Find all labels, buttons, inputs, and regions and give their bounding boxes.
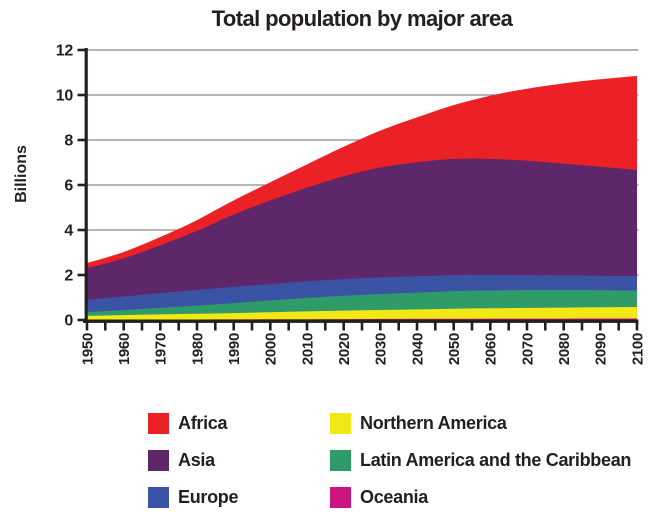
y-tick-6: [77, 183, 86, 187]
y-tick-label: 8: [64, 133, 73, 150]
y-tick-label: 6: [64, 178, 73, 195]
legend-swatch-africa: [148, 413, 169, 434]
x-tick-1995: [250, 322, 254, 331]
y-axis-line: [84, 48, 88, 323]
legend-label: Oceania: [360, 487, 428, 507]
x-tick-label: 1990: [226, 333, 243, 365]
y-tick-8: [77, 138, 86, 142]
y-tick-label: 4: [64, 223, 73, 240]
legend-item-africa: Africa: [148, 413, 238, 434]
x-tick-label: 2060: [483, 333, 500, 365]
x-tick-1960: [122, 322, 125, 331]
x-tick-2085: [580, 322, 584, 331]
legend-label: Europe: [178, 487, 239, 507]
x-tick-label: 1960: [116, 333, 133, 365]
x-tick-2020: [342, 322, 345, 331]
x-tick-2065: [507, 322, 510, 331]
x-tick-2075: [544, 322, 547, 331]
x-tick-label: 2040: [409, 333, 426, 365]
legend-item-northern-america: Northern America: [330, 413, 631, 434]
legend-item-asia: Asia: [148, 450, 238, 471]
x-axis-line: [83, 319, 639, 323]
x-tick-2005: [287, 322, 290, 331]
y-tick-label: 12: [56, 43, 74, 60]
x-tick-label: 2080: [556, 333, 573, 365]
x-tick-2015: [324, 322, 327, 331]
y-tick-2: [77, 273, 86, 277]
x-tick-1975: [177, 322, 180, 331]
legend-column-left: Africa Asia Europe: [148, 413, 239, 524]
legend-item-europe: Europe: [148, 487, 239, 508]
x-tick-2055: [470, 322, 474, 331]
chart-title: Total population by major area: [211, 6, 513, 31]
plot-area: 0 2 4 6 8 10 12 1950 1960 1970 1980 1990 2000 2010 202…: [56, 43, 646, 366]
y-axis-title: Billions: [13, 145, 30, 203]
y-tick-label: 0: [64, 313, 73, 330]
x-tick-2030: [379, 322, 382, 331]
y-tick-label: 10: [56, 88, 74, 105]
x-tick-2060: [489, 322, 492, 331]
x-tick-2000: [269, 322, 272, 331]
y-tick-4: [77, 228, 86, 232]
x-tick-2100: [635, 322, 639, 331]
legend-swatch-europe: [148, 487, 169, 508]
legend-item-oceania: Oceania: [330, 487, 631, 508]
x-tick-1965: [140, 322, 144, 331]
x-tick-2080: [562, 322, 565, 331]
y-tick-12: [77, 48, 86, 52]
x-tick-label: 2100: [629, 333, 646, 365]
y-tick-label: 2: [64, 268, 73, 285]
x-tick-label: 2010: [299, 333, 316, 365]
legend-label: Africa: [178, 413, 228, 433]
x-tick-2035: [397, 322, 400, 331]
x-tick-2025: [360, 322, 364, 331]
area-northern-america: [87, 307, 637, 320]
x-tick-1950: [85, 322, 89, 331]
x-tick-1955: [104, 322, 107, 331]
x-tick-2095: [617, 322, 620, 331]
x-tick-label: 1970: [153, 333, 170, 365]
x-tick-2010: [305, 322, 309, 331]
y-tick-0: [77, 318, 86, 322]
x-tick-1980: [195, 322, 199, 331]
legend-item-latin-america-and-the-caribbean: Latin America and the Caribbean: [330, 450, 631, 471]
legend-label: Latin America and the Caribbean: [360, 450, 632, 470]
x-tick-label: 2000: [263, 333, 280, 365]
legend-swatch-asia: [148, 450, 169, 471]
legend-column-right: Northern America Latin America and the Ca…: [330, 413, 631, 524]
x-tick-2050: [452, 322, 455, 331]
x-tick-label: 1980: [189, 333, 206, 365]
x-tick-2070: [525, 322, 529, 331]
x-tick-2045: [434, 322, 437, 331]
x-tick-1970: [159, 322, 162, 331]
x-tick-2090: [599, 322, 602, 331]
x-tick-label: 1950: [79, 333, 96, 365]
x-tick-label: 2090: [593, 333, 610, 365]
legend-swatch-northern-america: [330, 413, 351, 434]
y-tick-10: [77, 93, 86, 97]
x-tick-1990: [232, 322, 235, 331]
legend-swatch-latin-america-and-the-caribbean: [330, 450, 351, 471]
legend-label: Northern America: [360, 413, 507, 433]
x-tick-label: 2050: [446, 333, 463, 365]
x-tick-1985: [214, 322, 217, 331]
x-tick-label: 2020: [336, 333, 353, 365]
x-tick-2040: [415, 322, 419, 331]
x-tick-label: 2030: [373, 333, 390, 365]
x-tick-label: 2070: [519, 333, 536, 365]
legend-label: Asia: [178, 450, 215, 470]
legend-swatch-oceania: [330, 487, 351, 508]
